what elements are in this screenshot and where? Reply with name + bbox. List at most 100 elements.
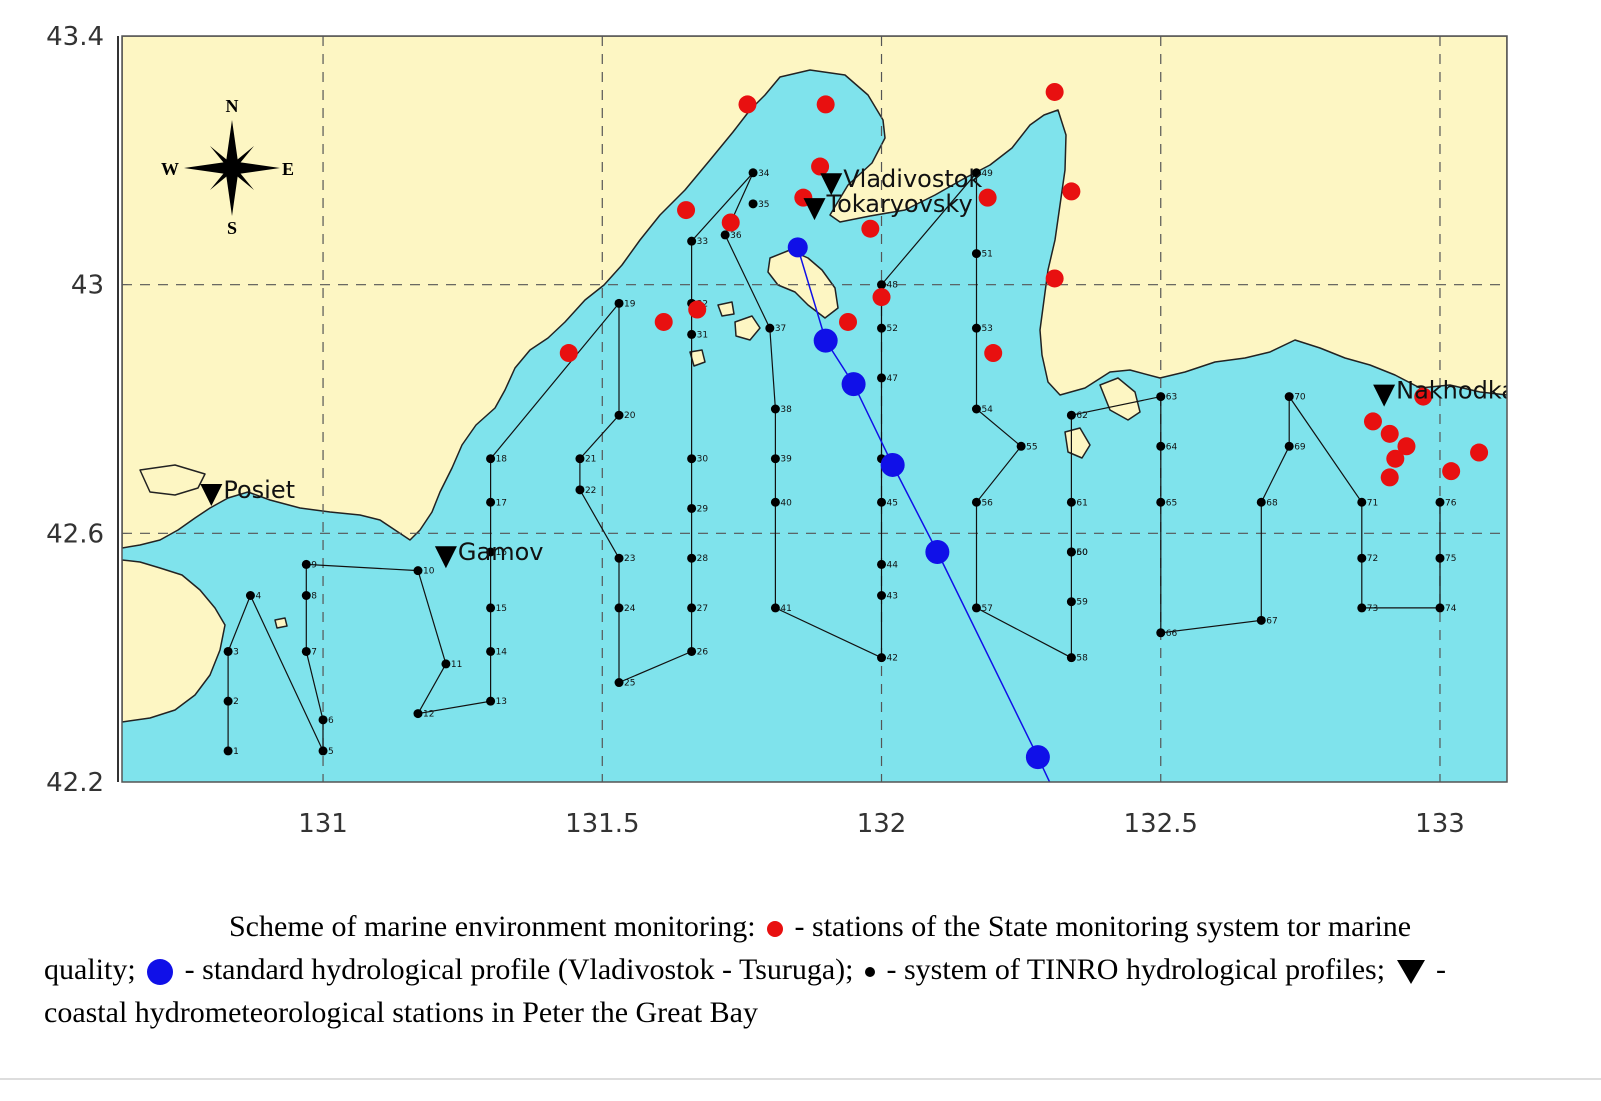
state-station xyxy=(861,219,880,238)
tinro-station-14 xyxy=(486,646,496,656)
tinro-station-number: 55 xyxy=(1026,442,1037,452)
state-station xyxy=(688,300,707,319)
triangle-symbol-icon xyxy=(1396,960,1425,985)
tinro-station-40 xyxy=(770,497,780,507)
state-station xyxy=(738,95,757,114)
island-askold xyxy=(1099,377,1141,421)
map: 1234567891011121314151617181920212223242… xyxy=(46,22,1508,839)
tinro-station-11 xyxy=(441,659,451,669)
state-station xyxy=(1397,437,1416,456)
tinro-station-59 xyxy=(1066,597,1076,607)
tinro-station-number: 2 xyxy=(233,697,239,707)
tinro-station-number: 38 xyxy=(780,405,792,415)
tinro-station-74 xyxy=(1435,603,1445,613)
tinro-station-number: 12 xyxy=(423,710,434,720)
tinro-station-17 xyxy=(486,497,496,507)
tinro-station-37 xyxy=(765,323,775,333)
caption-standard-profile: - standard hydrological profile (Vladivo… xyxy=(184,953,854,986)
tinro-station-number: 9 xyxy=(311,560,317,570)
tinro-station-number: 8 xyxy=(311,592,317,602)
tinro-station-51 xyxy=(971,249,981,259)
tinro-station-number: 37 xyxy=(775,324,786,334)
tinro-station-number: 41 xyxy=(780,604,791,614)
southwest-coast xyxy=(122,559,226,723)
tinro-station-1 xyxy=(223,746,233,756)
compass-west-label: W xyxy=(161,159,179,179)
caption-state-stations: - stations of the State monitoring syste… xyxy=(44,910,1412,986)
tinro-station-number: 5 xyxy=(328,747,334,757)
tinro-station-70 xyxy=(1284,392,1294,402)
tinro-station-number: 62 xyxy=(1076,411,1087,421)
tinro-station-2 xyxy=(223,696,233,706)
coastal-station-icon xyxy=(820,173,843,196)
y-tick-label: 42.2 xyxy=(46,768,104,798)
tinro-station-56 xyxy=(971,497,981,507)
standard-profile-station xyxy=(1025,745,1050,770)
tinro-station-number: 23 xyxy=(624,554,635,564)
tinro-station-number: 40 xyxy=(780,498,792,508)
tinro-station-number: 10 xyxy=(423,567,435,577)
tinro-station-52 xyxy=(877,323,887,333)
compass-east-label: E xyxy=(282,159,294,179)
tinro-station-number: 56 xyxy=(981,498,993,508)
state-station xyxy=(1380,468,1399,487)
black-dot-symbol-icon xyxy=(865,967,876,978)
state-stations xyxy=(559,82,1489,487)
tinro-station-number: 14 xyxy=(496,647,508,657)
y-tick-label: 42.6 xyxy=(46,519,104,549)
tinro-station-49 xyxy=(971,168,981,178)
compass-north-label: N xyxy=(226,96,239,116)
tinro-station-number: 48 xyxy=(887,281,899,291)
island-a xyxy=(734,315,761,341)
tinro-station-29 xyxy=(687,503,697,513)
tinro-station-4 xyxy=(245,591,255,600)
tinro-station-number: 15 xyxy=(496,604,507,614)
tinro-station-66 xyxy=(1156,628,1166,638)
tinro-station-number: 26 xyxy=(697,647,709,657)
tinro-station-number: 47 xyxy=(887,374,898,384)
island-russky xyxy=(767,249,839,319)
compass-rose: N S E W xyxy=(161,96,294,238)
tinro-station-34 xyxy=(748,168,758,178)
tinro-station-47 xyxy=(877,373,887,383)
tinro-station-18 xyxy=(486,454,496,464)
tinro-station-number: 3 xyxy=(233,647,239,657)
tinro-station-number: 24 xyxy=(624,604,636,614)
island-b xyxy=(717,301,735,317)
state-station xyxy=(1414,387,1433,406)
tinro-station-10 xyxy=(413,566,423,576)
coastal-station-icon xyxy=(803,198,826,221)
tinro-station-54 xyxy=(971,404,981,414)
tinro-station-20 xyxy=(614,410,624,420)
island-posiet xyxy=(139,464,206,496)
tinro-station-63 xyxy=(1156,392,1166,402)
tinro-station-number: 71 xyxy=(1367,498,1378,508)
tinro-station-number: 7 xyxy=(311,647,317,657)
tinro-station-number: 52 xyxy=(887,324,898,334)
island-c xyxy=(689,349,706,367)
tinro-station-35 xyxy=(748,199,758,209)
tinro-station-60 xyxy=(1066,547,1076,557)
tinro-station-30 xyxy=(687,454,697,464)
standard-profile-station xyxy=(925,539,950,564)
tinro-station-number: 1 xyxy=(233,747,239,757)
tinro-station-19 xyxy=(614,298,624,308)
blue-dot-symbol-icon xyxy=(147,959,174,986)
y-tick-label: 43.4 xyxy=(46,22,104,52)
island-d xyxy=(274,617,288,629)
tinro-station-number: 50 xyxy=(1076,548,1088,558)
tinro-station-number: 4 xyxy=(255,592,261,602)
tinro-station-number: 72 xyxy=(1367,554,1378,564)
tinro-station-number: 19 xyxy=(624,299,636,309)
tinro-station-57 xyxy=(971,603,981,613)
tinro-station-number: 11 xyxy=(451,660,462,670)
tinro-station-number: 20 xyxy=(624,411,636,421)
tinro-station-8 xyxy=(301,591,311,600)
tinro-station-15 xyxy=(486,603,496,613)
tinro-station-number: 58 xyxy=(1076,654,1088,664)
place-label-vladivostok: Vladivostok xyxy=(843,165,982,193)
tinro-station-23 xyxy=(614,553,624,563)
caption-coastal-stations: - coastal hydrometeorological stations i… xyxy=(44,953,1447,1029)
tinro-station-number: 13 xyxy=(496,697,507,707)
tinro-stations: 1234567891011121314151617181920212223242… xyxy=(223,168,1457,757)
